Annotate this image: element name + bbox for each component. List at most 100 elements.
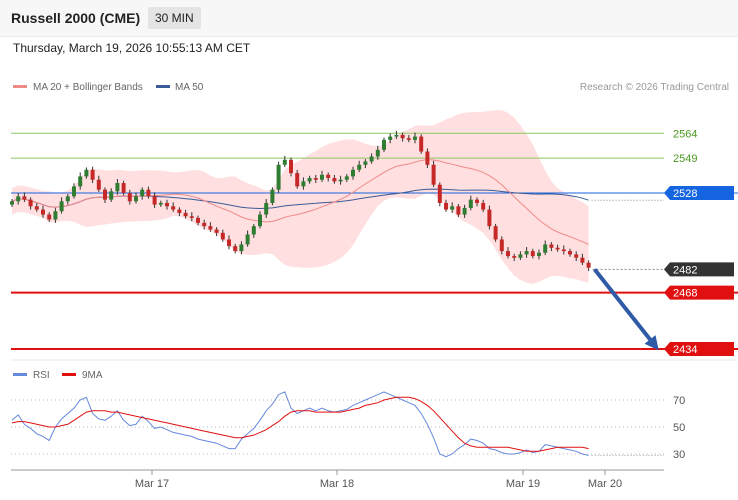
candle bbox=[524, 247, 529, 258]
candle bbox=[282, 155, 287, 168]
level-label-2468: 2468 bbox=[673, 288, 697, 300]
candle-body bbox=[10, 201, 14, 205]
legend-ma20-swatch bbox=[13, 85, 27, 88]
candle-body bbox=[574, 254, 579, 258]
candle-body bbox=[251, 226, 256, 235]
timeframe-button[interactable]: 30 MIN bbox=[148, 7, 201, 29]
level-label-2434: 2434 bbox=[673, 344, 697, 356]
level-label-2549: 2549 bbox=[673, 153, 697, 165]
candle bbox=[245, 230, 250, 247]
candle bbox=[413, 132, 417, 144]
candle bbox=[220, 229, 225, 242]
candle-body bbox=[301, 181, 306, 187]
candle bbox=[72, 183, 76, 199]
candle-body bbox=[307, 178, 312, 182]
candle bbox=[22, 192, 27, 202]
candle-body bbox=[351, 169, 355, 177]
candle-body bbox=[239, 244, 244, 252]
candle-body bbox=[28, 199, 33, 207]
candle-body bbox=[549, 244, 554, 248]
candle bbox=[146, 186, 151, 199]
candle bbox=[28, 197, 33, 210]
candle bbox=[251, 223, 256, 238]
candle bbox=[214, 227, 219, 237]
candle bbox=[406, 135, 411, 143]
candle bbox=[41, 205, 45, 218]
candle bbox=[437, 182, 442, 207]
candle-body bbox=[375, 149, 380, 157]
candle bbox=[134, 192, 138, 204]
candle bbox=[394, 130, 399, 139]
candle bbox=[65, 193, 70, 205]
time-label: Mar 17 bbox=[135, 478, 169, 490]
candle-body bbox=[270, 189, 275, 203]
candle-body bbox=[65, 196, 70, 202]
candle bbox=[121, 180, 126, 196]
candle bbox=[109, 188, 114, 202]
candle-body bbox=[189, 216, 194, 218]
candle bbox=[456, 203, 461, 217]
time-label: Mar 20 bbox=[588, 478, 622, 490]
rsi-9ma-line bbox=[11, 396, 589, 452]
candle-body bbox=[487, 209, 492, 227]
candle bbox=[512, 253, 517, 262]
candle bbox=[183, 209, 188, 219]
candle bbox=[431, 160, 436, 188]
candle-body bbox=[493, 226, 498, 240]
candle bbox=[59, 197, 64, 214]
forecast-arrow bbox=[593, 268, 657, 347]
candle bbox=[16, 193, 21, 205]
candle bbox=[555, 244, 560, 252]
candle bbox=[338, 175, 343, 185]
bollinger-band bbox=[12, 110, 589, 284]
candle bbox=[537, 249, 541, 260]
candle bbox=[140, 187, 145, 200]
chart-header: Russell 2000 (CME) 30 MIN bbox=[0, 0, 738, 37]
candle bbox=[363, 159, 368, 169]
candle bbox=[53, 208, 58, 223]
candle-body bbox=[338, 179, 343, 182]
candle-body bbox=[115, 183, 120, 192]
candle bbox=[295, 169, 300, 189]
candle-body bbox=[202, 222, 207, 227]
candle-body bbox=[481, 202, 486, 210]
candle-body bbox=[233, 246, 238, 252]
candle bbox=[326, 172, 331, 182]
candle bbox=[499, 236, 504, 255]
rsi-tick-50: 50 bbox=[673, 422, 685, 434]
candle-body bbox=[568, 251, 572, 255]
level-tag-2482 bbox=[664, 262, 734, 277]
candle-body bbox=[344, 176, 349, 180]
candle bbox=[276, 161, 281, 193]
candle bbox=[382, 137, 386, 153]
candle-body bbox=[103, 189, 107, 200]
candle bbox=[202, 219, 207, 230]
candle-body bbox=[394, 134, 399, 137]
candle bbox=[530, 248, 535, 259]
candle bbox=[158, 200, 163, 207]
candle-body bbox=[400, 134, 405, 139]
candle-body bbox=[72, 186, 76, 197]
candle bbox=[419, 134, 424, 154]
time-label: Mar 18 bbox=[320, 478, 354, 490]
candle-body bbox=[282, 159, 287, 165]
candle-body bbox=[16, 196, 21, 202]
candle bbox=[313, 174, 318, 184]
candle bbox=[96, 175, 101, 193]
level-tag-2528 bbox=[664, 186, 734, 200]
candle-body bbox=[245, 234, 250, 245]
candle-body bbox=[524, 251, 529, 255]
legend-ma50-swatch bbox=[156, 85, 170, 88]
legend-ma20-label: MA 20 + Bollinger Bands bbox=[33, 82, 143, 93]
candle bbox=[481, 199, 486, 212]
candle-body bbox=[313, 178, 318, 180]
candle bbox=[103, 187, 107, 203]
candle-body bbox=[506, 251, 510, 257]
candle-body bbox=[326, 174, 331, 179]
candle-body bbox=[586, 262, 591, 268]
candle-body bbox=[177, 209, 182, 213]
candle bbox=[568, 248, 572, 257]
candle bbox=[189, 212, 194, 222]
candle-body bbox=[357, 164, 362, 170]
